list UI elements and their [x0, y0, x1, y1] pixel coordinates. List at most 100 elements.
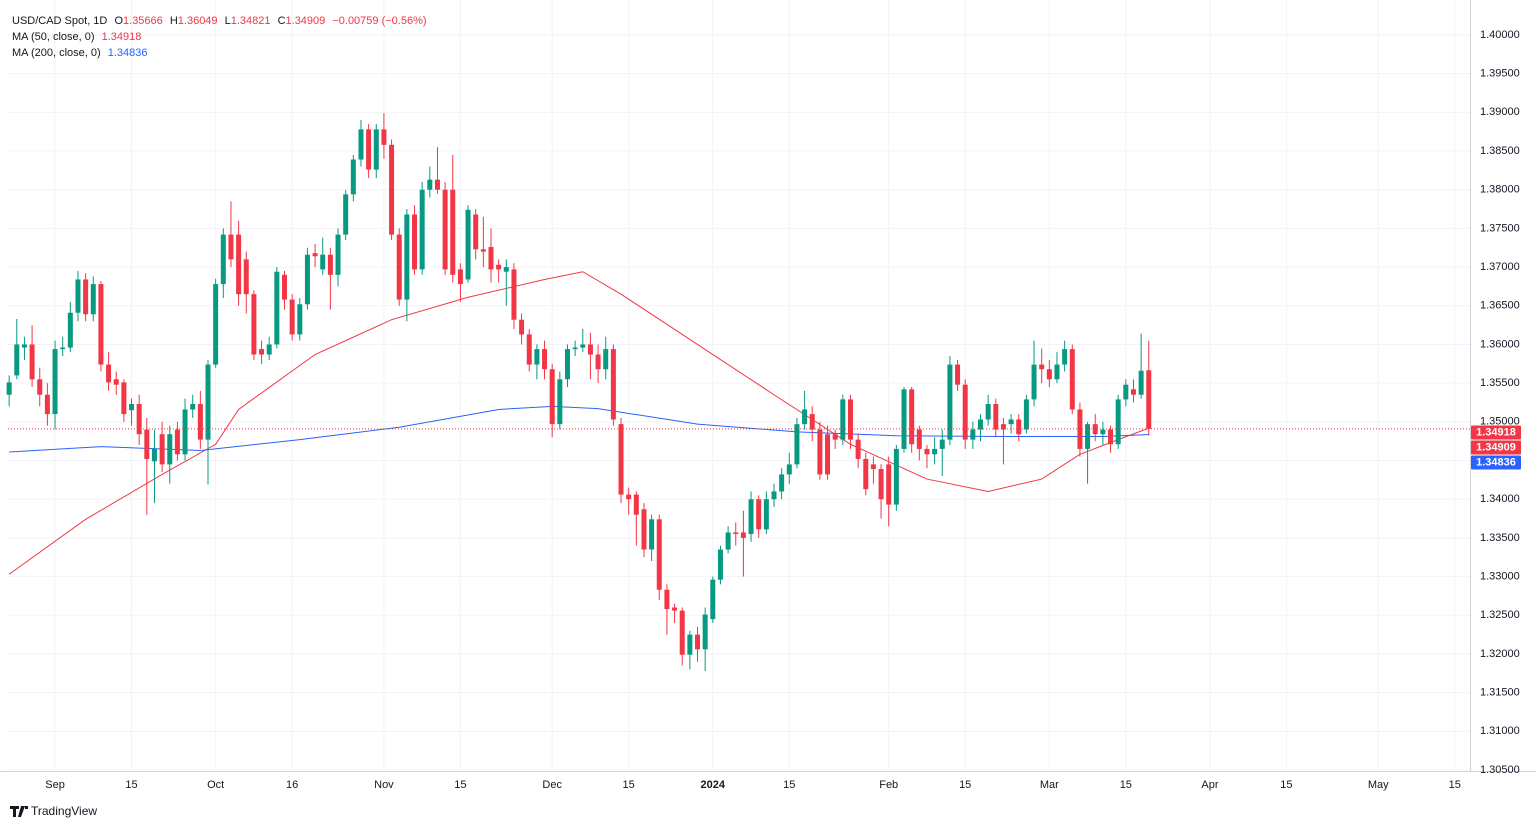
- candle-body: [633, 494, 639, 515]
- candle-body: [1108, 429, 1114, 445]
- candle-body: [649, 519, 655, 550]
- candle-body: [1046, 369, 1052, 380]
- candle-body: [320, 254, 326, 270]
- price-tag: [1471, 455, 1521, 470]
- candle-body: [1130, 389, 1136, 395]
- x-tick-label: Mar: [1040, 779, 1059, 791]
- candle-body: [67, 312, 73, 348]
- candle-body: [863, 458, 869, 490]
- y-tick-label: 1.39000: [1480, 106, 1520, 118]
- candle-body: [52, 349, 58, 415]
- legend-ma50: MA (50, close, 0) 1.34918: [12, 31, 141, 43]
- ohlc-letter: O: [114, 15, 123, 27]
- candle-body: [412, 214, 418, 270]
- candle-body: [44, 394, 50, 415]
- candle-body: [825, 434, 831, 475]
- candle-body: [90, 284, 96, 315]
- y-tick-label: 1.33500: [1480, 532, 1520, 544]
- candle-body: [98, 284, 104, 365]
- candle-body: [977, 419, 983, 430]
- candle-body: [687, 634, 693, 655]
- candle-body: [1031, 364, 1037, 400]
- x-tick-label: 15: [1280, 779, 1292, 791]
- ma-name: MA (200, close, 0): [12, 47, 101, 59]
- candle-body: [243, 259, 249, 295]
- candle-body: [396, 234, 402, 300]
- candle-body: [113, 379, 119, 385]
- candle-body: [893, 448, 899, 505]
- brand-logo: TradingView: [10, 804, 97, 818]
- candle-body: [335, 234, 341, 275]
- candle-body: [1000, 424, 1006, 430]
- candle-body: [358, 129, 364, 160]
- candle-body: [618, 424, 624, 495]
- x-tick-label: 15: [783, 779, 795, 791]
- candle-body: [37, 379, 43, 395]
- x-tick-label: Apr: [1201, 779, 1218, 791]
- candle-body: [702, 614, 708, 650]
- candle-body: [626, 494, 632, 500]
- brand-name: TradingView: [31, 804, 97, 818]
- y-tick-label: 1.31000: [1480, 725, 1520, 737]
- candle-body: [6, 382, 12, 395]
- candle-body: [733, 532, 739, 535]
- x-tick-label: 15: [1449, 779, 1461, 791]
- candle-body: [1146, 370, 1152, 429]
- candle-body: [947, 364, 953, 440]
- candle-body: [1115, 399, 1121, 445]
- legend-main: USD/CAD Spot, 1D O1.35666 H1.36049 L1.34…: [12, 15, 427, 27]
- candle-body: [1085, 424, 1091, 449]
- candle-body: [595, 354, 601, 370]
- price-tag: [1471, 440, 1521, 455]
- candle-body: [664, 589, 670, 610]
- y-tick-label: 1.38000: [1480, 184, 1520, 196]
- candle-body: [786, 464, 792, 475]
- candle-body: [1054, 364, 1060, 380]
- x-tick-label: Feb: [879, 779, 898, 791]
- candle-body: [572, 347, 578, 350]
- x-tick-label: Nov: [374, 779, 394, 791]
- candle-body: [503, 267, 509, 272]
- candle-body: [312, 253, 318, 257]
- y-tick-label: 1.33000: [1480, 570, 1520, 582]
- candle-body: [373, 129, 379, 170]
- moving-average-line: [8, 271, 1149, 575]
- candle-body: [496, 264, 502, 270]
- candle-body: [167, 434, 173, 465]
- candle-body: [564, 349, 570, 380]
- candle-body: [1138, 370, 1144, 395]
- candle-body: [434, 179, 440, 190]
- candle-body: [236, 234, 242, 295]
- candle-body: [672, 607, 678, 611]
- moving-average-line: [9, 405, 1149, 453]
- candle-body: [656, 519, 662, 590]
- price-tag: [1471, 425, 1521, 440]
- candle-body: [389, 144, 395, 235]
- candle-body: [679, 610, 685, 655]
- candle-body: [748, 499, 754, 535]
- candle-body: [511, 269, 517, 320]
- ohlc-letter: L: [225, 15, 231, 27]
- candle-body: [1100, 429, 1106, 435]
- ohlc-value: 1.36049: [178, 15, 218, 27]
- candle-body: [159, 434, 165, 465]
- y-tick-label: 1.34000: [1480, 493, 1520, 505]
- y-tick-label: 1.39500: [1480, 68, 1520, 80]
- candle-body: [129, 404, 135, 411]
- price-tag-label: 1.34836: [1476, 456, 1516, 468]
- candle-body: [289, 299, 295, 335]
- price-tag-label: 1.34918: [1476, 426, 1516, 438]
- candle-body: [304, 254, 310, 305]
- candle-body: [182, 409, 188, 455]
- candle-body: [519, 319, 525, 335]
- candle-body: [75, 279, 81, 313]
- x-tick-label: Sep: [45, 779, 65, 791]
- candle-body: [457, 269, 463, 285]
- ohlc-value: 1.34821: [231, 15, 271, 27]
- candle-body: [725, 532, 731, 550]
- candle-body: [932, 448, 938, 455]
- candle-body: [549, 369, 555, 425]
- candle-body: [213, 284, 219, 365]
- ohlc-value: 1.35666: [123, 15, 163, 27]
- candle-body: [450, 189, 456, 275]
